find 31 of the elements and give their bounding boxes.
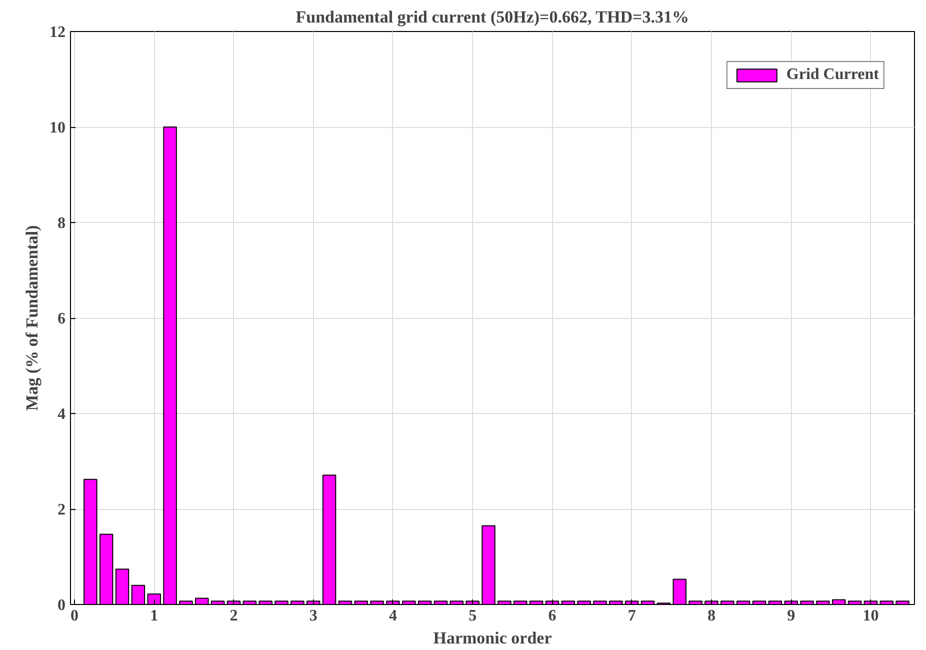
bar bbox=[84, 478, 98, 604]
x-tick-label: 1 bbox=[150, 608, 158, 624]
y-axis-title: Mag (% of Fundamental) bbox=[22, 225, 42, 411]
legend-label: Grid Current bbox=[786, 66, 879, 84]
x-tick-label: 2 bbox=[230, 608, 238, 624]
y-tick-label: 6 bbox=[58, 310, 66, 328]
bar bbox=[115, 568, 130, 604]
bar bbox=[482, 525, 496, 604]
y-tick-label: 8 bbox=[58, 215, 66, 232]
x-axis-title: Harmonic order bbox=[433, 628, 552, 648]
x-tick-label: 5 bbox=[468, 608, 477, 624]
bar bbox=[672, 578, 686, 604]
y-tick-label: 4 bbox=[58, 406, 66, 423]
x-tick-label: 9 bbox=[787, 608, 796, 624]
bar bbox=[131, 584, 146, 604]
x-tick-label: 7 bbox=[628, 608, 636, 624]
x-tick-label: 3 bbox=[309, 608, 318, 624]
x-tick-label: 4 bbox=[388, 608, 397, 624]
bar bbox=[99, 534, 114, 604]
y-tick-label: 12 bbox=[50, 24, 66, 41]
x-tick-label: 0 bbox=[70, 608, 78, 624]
bar bbox=[832, 599, 846, 604]
chart-title: Fundamental grid current (50Hz)=0.662, THD=3.31% bbox=[296, 8, 689, 26]
bar bbox=[163, 126, 177, 604]
x-tick-label: 10 bbox=[862, 608, 879, 624]
x-tick-label: 8 bbox=[707, 608, 716, 624]
y-tick-label: 0 bbox=[58, 597, 66, 614]
bar bbox=[322, 474, 336, 604]
y-tick-label: 2 bbox=[58, 502, 66, 518]
y-tick-label: 10 bbox=[50, 120, 66, 136]
x-tick-label: 6 bbox=[548, 608, 556, 624]
